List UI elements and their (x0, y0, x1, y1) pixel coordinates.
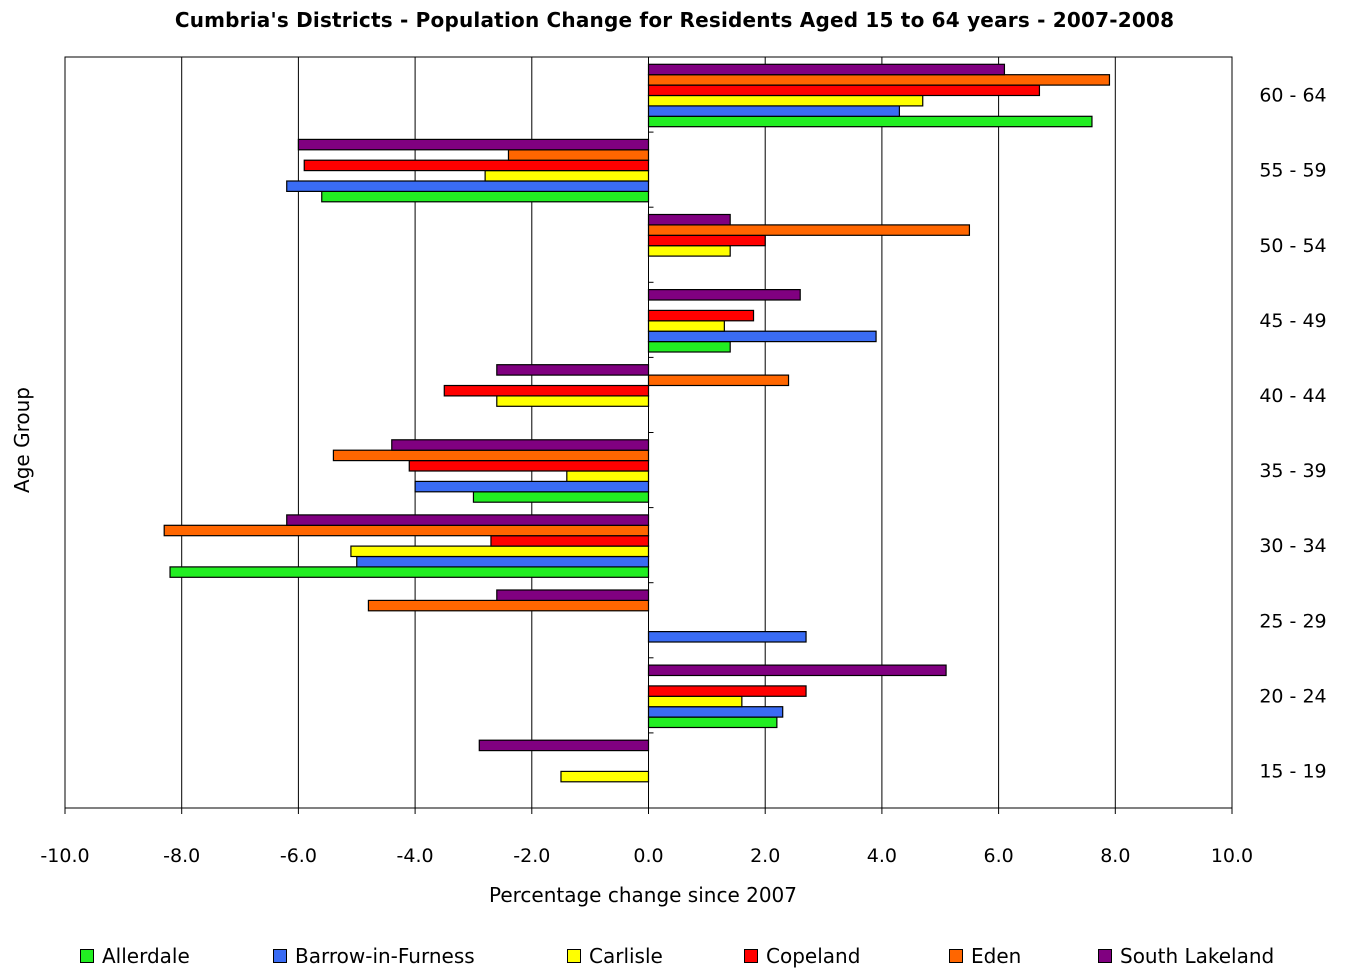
x-tick-label: -8.0 (163, 845, 200, 867)
bar-south-lakeland-50-54 (647, 213, 731, 226)
legend-label: Allerdale (102, 944, 190, 968)
y-category-label: 35 - 39 (1259, 460, 1326, 482)
y-category-label: 25 - 29 (1259, 610, 1326, 632)
y-category-label: 20 - 24 (1259, 685, 1326, 707)
x-tick-label: -4.0 (397, 845, 434, 867)
bar-carlisle-50-54 (647, 245, 731, 257)
legend-item: Eden (949, 941, 1021, 971)
legend-swatch (949, 949, 963, 963)
legend-swatch (273, 949, 287, 963)
bar-eden-50-54 (647, 224, 971, 236)
legend-item: Carlisle (567, 941, 663, 971)
y-category-label: 40 - 44 (1259, 385, 1326, 407)
bar-south-lakeland-30-34 (286, 514, 650, 526)
bar-eden-30-34 (163, 524, 650, 537)
legend-swatch (1098, 949, 1112, 963)
x-tick-label: 0.0 (633, 845, 663, 867)
bar-carlisle-20-24 (647, 695, 743, 708)
bar-barrow-in-furness-30-34 (356, 555, 650, 568)
x-tick-label: 4.0 (867, 845, 897, 867)
bar-allerdale-45-49 (647, 341, 731, 353)
bar-allerdale-35-39 (472, 491, 650, 503)
x-tick-label: -6.0 (280, 845, 317, 867)
bar-barrow-in-furness-20-24 (647, 706, 784, 718)
bar-south-lakeland-25-29 (496, 589, 650, 601)
bar-carlisle-35-39 (566, 470, 650, 482)
legend-label: Carlisle (589, 944, 663, 968)
bar-eden-60-64 (647, 74, 1111, 86)
bar-copeland-55-59 (303, 159, 650, 172)
x-tick-label: 8.0 (1100, 845, 1130, 867)
bar-carlisle-30-34 (350, 545, 650, 558)
x-tick-label: 6.0 (983, 845, 1013, 867)
y-category-label: 45 - 49 (1259, 310, 1326, 332)
legend-label: Barrow-in-Furness (295, 944, 475, 968)
x-tick-label: 2.0 (750, 845, 780, 867)
bar-chart: -10.0 -8.0 -6.0 -4.0 -2.0 0.0 2.0 4.0 6.0 8.0 10.0… (10, 56, 1327, 907)
x-tick-label: -10.0 (40, 845, 89, 867)
bar-south-lakeland-20-24 (647, 664, 947, 677)
bar-barrow-in-furness-25-29 (647, 630, 807, 643)
y-category-label: 30 - 34 (1259, 535, 1326, 557)
bar-eden-55-59 (507, 149, 650, 161)
bar-eden-35-39 (332, 449, 650, 462)
legend-item: South Lakeland (1098, 941, 1274, 971)
bar-eden-25-29 (367, 599, 650, 612)
bar-carlisle-60-64 (647, 94, 924, 107)
bar-copeland-20-24 (647, 685, 807, 697)
bar-carlisle-40-44 (496, 395, 650, 407)
bar-copeland-45-49 (647, 309, 755, 322)
tick-labels: -10.0 -8.0 -6.0 -4.0 -2.0 0.0 2.0 4.0 6.0 8.0 10.0… (40, 85, 1326, 867)
legend-swatch (80, 949, 94, 963)
bar-carlisle-55-59 (484, 170, 650, 182)
bar-south-lakeland-60-64 (647, 63, 1006, 76)
x-axis-label: Percentage change since 2007 (489, 883, 797, 907)
legend: Allerdale Barrow-in-Furness Carlisle Copela… (0, 941, 1349, 971)
bar-barrow-in-furness-60-64 (647, 105, 901, 117)
bar-south-lakeland-40-44 (496, 364, 650, 376)
legend-label: Eden (971, 944, 1022, 968)
bar-south-lakeland-45-49 (647, 289, 801, 301)
bar-eden-40-44 (647, 374, 790, 387)
legend-item: Copeland (744, 941, 860, 971)
bar-copeland-40-44 (443, 384, 650, 397)
x-tick-label: 10.0 (1211, 845, 1253, 867)
legend-swatch (744, 949, 758, 963)
legend-label: Copeland (766, 944, 861, 968)
chart-title: Cumbria's Districts - Population Change … (174, 8, 1175, 32)
bar-south-lakeland-55-59 (297, 138, 650, 151)
bar-carlisle-15-19 (560, 770, 650, 783)
axes (64, 56, 1233, 814)
bar-carlisle-45-49 (647, 320, 725, 332)
legend-item: Allerdale (80, 941, 190, 971)
bar-copeland-30-34 (490, 535, 650, 547)
bar-allerdale-55-59 (321, 190, 650, 203)
bar-allerdale-60-64 (647, 115, 1093, 128)
bar-barrow-in-furness-35-39 (414, 480, 650, 493)
y-axis-label: Age Group (10, 387, 34, 493)
bar-copeland-35-39 (408, 460, 650, 472)
bars (163, 63, 1111, 783)
y-category-label: 55 - 59 (1259, 160, 1326, 182)
bar-copeland-60-64 (647, 84, 1041, 97)
y-category-label: 60 - 64 (1259, 85, 1326, 107)
x-tick-label: -2.0 (513, 845, 550, 867)
bar-allerdale-30-34 (169, 566, 650, 578)
bar-south-lakeland-15-19 (478, 739, 650, 752)
legend-swatch (567, 949, 581, 963)
bar-allerdale-20-24 (647, 716, 778, 729)
bar-copeland-50-54 (647, 234, 766, 247)
y-category-label: 15 - 19 (1259, 760, 1326, 782)
y-category-label: 50 - 54 (1259, 235, 1326, 257)
bar-south-lakeland-35-39 (391, 439, 650, 451)
legend-item: Barrow-in-Furness (273, 941, 475, 971)
legend-label: South Lakeland (1120, 944, 1275, 968)
bar-barrow-in-furness-45-49 (647, 330, 877, 343)
bar-barrow-in-furness-55-59 (286, 180, 650, 192)
